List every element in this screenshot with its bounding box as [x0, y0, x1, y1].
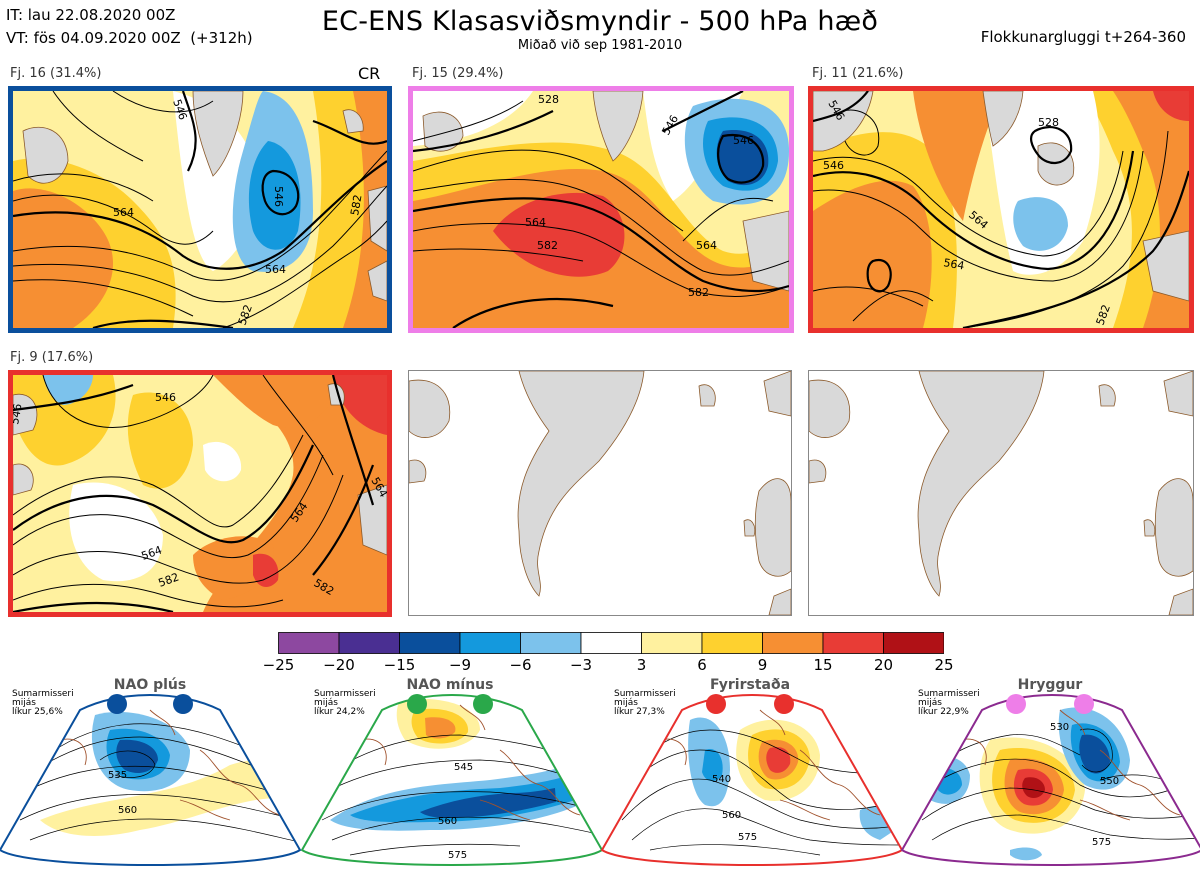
regime1-contour-label: 535 — [108, 770, 127, 781]
empty-map-2 — [808, 370, 1194, 616]
colorbar-tick-label: 6 — [697, 656, 707, 674]
colorbar-tick-label: −3 — [569, 656, 593, 674]
regime-frame-blocking — [600, 694, 904, 866]
regime-frame-nao-minus — [300, 694, 604, 866]
regime-map-nao-plus: 535 560 — [0, 695, 300, 865]
regime-title-nao-plus: NAO plús — [113, 677, 187, 693]
colorbar-cell — [278, 632, 340, 654]
colorbar-cell — [883, 632, 944, 654]
colorbar-tick-label: 25 — [934, 656, 954, 674]
panel4-contour-label: 546 — [13, 403, 25, 426]
colorbar — [278, 632, 944, 654]
regime-map-ridge: 530 550 575 — [902, 695, 1200, 865]
page-title: EC-ENS Klasasviðsmyndir - 500 hPa hæð — [321, 6, 879, 37]
colorbar-cell — [338, 632, 400, 654]
colorbar-tick-label: 9 — [757, 656, 768, 674]
colorbar-tick-label: 3 — [636, 656, 647, 674]
panel2-contour-label: 564 — [696, 239, 717, 252]
panel2-contour-label: 528 — [538, 93, 559, 106]
panel1-contour-label: 582 — [348, 194, 364, 217]
colorbar-tick-label: −9 — [448, 656, 472, 674]
colorbar-tick-label: 20 — [873, 656, 894, 674]
regime2-contour-label: 575 — [448, 850, 467, 861]
colorbar-cell — [641, 632, 703, 654]
regime-map-blocking: 540 560 575 — [602, 695, 902, 865]
header-info: IT: lau 22.08.2020 00Z VT: fös 04.09.2020… — [6, 4, 253, 50]
classification-window: Flokkunargluggi t+264-360 — [980, 28, 1186, 46]
regime-marker-ridge-2 — [1074, 694, 1094, 714]
regime-marker-nao-plus-1 — [107, 694, 127, 714]
panel4-contour-label: 546 — [155, 391, 176, 404]
regime2-contour-label: 545 — [454, 762, 473, 773]
regime1-contour-label: 560 — [118, 805, 137, 816]
regime4-contour-label: 530 — [1050, 722, 1069, 733]
regime-title-blocking: Fyrirstaða — [709, 677, 791, 693]
regime3-contour-label: 540 — [712, 774, 731, 785]
colorbar-tick-label: −20 — [323, 656, 355, 674]
colorbar-tick-label: −6 — [509, 656, 532, 674]
panel3-contour-label: 564 — [942, 256, 965, 272]
panel-label-3: Fj. 11 (21.6%) — [812, 66, 904, 81]
colorbar-tick-label: −15 — [383, 656, 416, 674]
cluster-map-3: 546 528 546 564 564 582 — [808, 86, 1194, 333]
regime-title-nao-minus: NAO mínus — [406, 677, 494, 693]
panel-label-2: Fj. 15 (29.4%) — [412, 66, 504, 81]
cluster-map-1: 564 546 546 564 582 582 — [8, 86, 392, 333]
colorbar-cell — [701, 632, 763, 654]
issue-time: IT: lau 22.08.2020 00Z — [6, 6, 176, 24]
panel3-contour-label: 546 — [823, 159, 844, 172]
panel-tag-cr: CR — [358, 64, 381, 83]
regime-marker-blocking-2 — [774, 694, 794, 714]
colorbar-cell — [580, 632, 642, 654]
regime-marker-nao-plus-2 — [173, 694, 193, 714]
regime4-contour-label: 575 — [1092, 837, 1111, 848]
panel2-contour-label: 564 — [525, 216, 546, 229]
regime-info-nao-plus: Sumarmisseri mijás líkur 25,6% — [12, 689, 74, 717]
regime-marker-nao-minus-1 — [407, 694, 427, 714]
panel2-contour-label: 582 — [688, 286, 709, 299]
cluster-map-4: 546 546 564 564 582 582 564 — [8, 370, 392, 617]
panel1-contour-label: 564 — [113, 206, 134, 219]
colorbar-tick-label: 15 — [813, 656, 833, 674]
panel-label-1: Fj. 16 (31.4%) — [10, 66, 102, 81]
colorbar-tick-label: −25 — [262, 656, 295, 674]
regime3-contour-label: 560 — [722, 810, 741, 821]
valid-time: VT: fös 04.09.2020 00Z (+312h) — [6, 29, 253, 47]
colorbar-cell — [762, 632, 824, 654]
regime-info-ridge: Sumarmisseri mijás líkur 22,9% — [918, 689, 980, 717]
colorbar-cell — [520, 632, 582, 654]
regime3-contour-label: 575 — [738, 832, 757, 843]
panel-label-4: Fj. 9 (17.6%) — [10, 350, 94, 365]
regime-marker-ridge-1 — [1006, 694, 1026, 714]
colorbar-cell — [399, 632, 461, 654]
regime-info-blocking: Sumarmisseri mijás líkur 27,3% — [614, 689, 676, 717]
page-subtitle: Miðað við sep 1981-2010 — [517, 38, 683, 53]
panel2-contour-label: 582 — [537, 239, 558, 252]
regime-info-nao-minus: Sumarmisseri mijás líkur 24,2% — [314, 689, 376, 717]
regime2-contour-label: 560 — [438, 816, 457, 827]
panel3-contour-label: 528 — [1038, 116, 1059, 129]
regime-title-ridge: Hryggur — [1017, 677, 1083, 693]
regime-frame-ridge — [900, 694, 1200, 866]
regime-map-nao-minus: 545 560 575 — [302, 695, 602, 865]
colorbar-cell — [459, 632, 521, 654]
panel1-contour-label: 564 — [265, 263, 286, 276]
regime-marker-nao-minus-2 — [473, 694, 493, 714]
regime4-contour-label: 550 — [1100, 776, 1119, 787]
panel1-contour-label: 546 — [272, 186, 285, 207]
regime-maps: 535 560 545 560 575 — [0, 694, 1200, 866]
panel2-contour-label: 546 — [733, 134, 754, 147]
cluster-map-2: 528 546 546 564 582 564 582 — [408, 86, 794, 333]
colorbar-cell — [822, 632, 884, 654]
regime-marker-blocking-1 — [706, 694, 726, 714]
empty-map-1 — [408, 370, 792, 616]
